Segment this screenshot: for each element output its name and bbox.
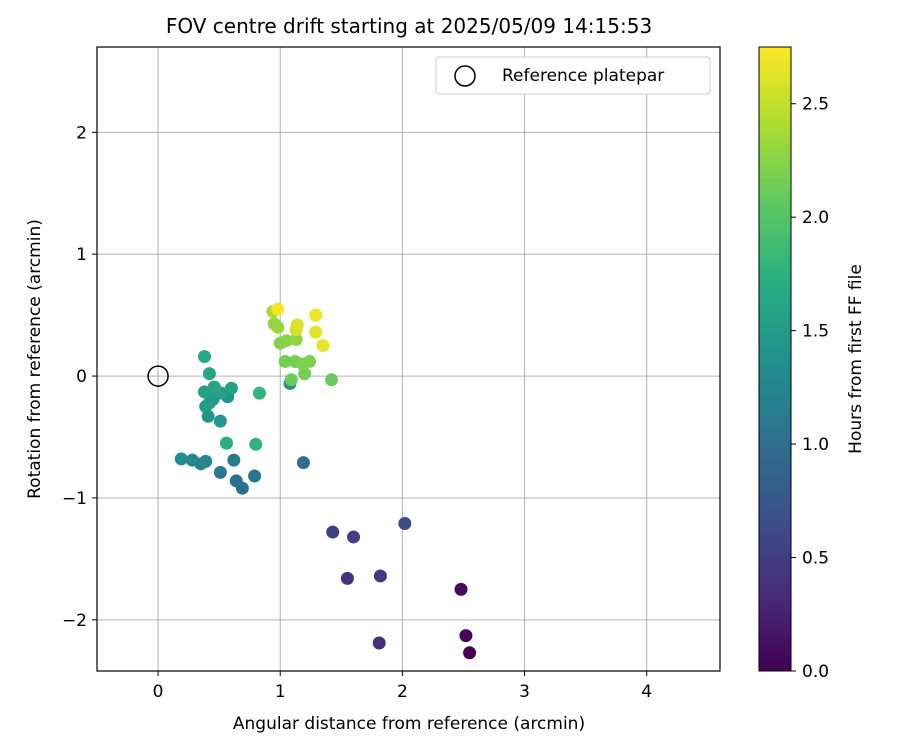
data-point bbox=[202, 396, 216, 410]
data-point bbox=[326, 525, 340, 539]
data-point bbox=[398, 517, 412, 531]
data-point bbox=[289, 333, 303, 346]
data-point bbox=[185, 453, 199, 467]
data-point bbox=[298, 367, 312, 381]
data-point bbox=[207, 380, 221, 394]
data-point bbox=[347, 530, 361, 544]
y-tick-label: −2 bbox=[62, 611, 87, 631]
x-tick-label: 4 bbox=[641, 682, 652, 702]
data-point bbox=[340, 571, 354, 585]
data-point bbox=[199, 454, 213, 468]
x-tick-label: 3 bbox=[519, 682, 530, 702]
y-tick-label: 1 bbox=[76, 245, 87, 265]
data-point bbox=[309, 308, 323, 322]
x-tick-label: 0 bbox=[153, 682, 164, 702]
legend-box bbox=[435, 56, 711, 95]
colorbar-tick-label: 0.0 bbox=[802, 662, 829, 682]
data-point bbox=[309, 325, 323, 339]
chart-title: FOV centre drift starting at 2025/05/09 … bbox=[166, 14, 652, 38]
data-point bbox=[278, 354, 292, 368]
colorbar-label: Hours from first FF file bbox=[846, 264, 866, 454]
colorbar-tick-label: 2.5 bbox=[802, 95, 829, 115]
colorbar bbox=[758, 46, 792, 672]
data-point bbox=[201, 409, 215, 423]
data-point bbox=[454, 582, 468, 596]
data-point bbox=[303, 354, 317, 368]
y-tick-label: 0 bbox=[76, 367, 87, 387]
colorbar-tick-label: 2.0 bbox=[802, 208, 829, 228]
y-axis-label: Rotation from reference (arcmin) bbox=[25, 219, 45, 499]
data-point bbox=[284, 373, 298, 387]
data-point bbox=[459, 629, 473, 643]
data-point bbox=[372, 636, 386, 650]
data-point bbox=[325, 373, 339, 387]
legend: Reference platepar bbox=[435, 56, 711, 95]
legend-marker-open-circle bbox=[454, 65, 476, 87]
y-axis-ticks: −2 −1 0 1 2 bbox=[62, 123, 97, 631]
data-point bbox=[249, 437, 263, 451]
data-point bbox=[248, 469, 262, 483]
data-point bbox=[316, 339, 330, 353]
y-tick-label: 2 bbox=[76, 123, 87, 143]
colorbar-tick-label: 1.5 bbox=[802, 322, 829, 342]
data-point bbox=[224, 381, 238, 395]
data-point bbox=[174, 452, 188, 466]
x-axis-ticks: 0 1 2 3 4 bbox=[153, 671, 652, 702]
data-point bbox=[213, 414, 227, 428]
data-point bbox=[373, 569, 387, 583]
grid-lines bbox=[97, 47, 720, 671]
data-point bbox=[279, 334, 293, 348]
x-axis-label: Angular distance from reference (arcmin) bbox=[233, 714, 585, 734]
data-point bbox=[271, 320, 285, 334]
data-point bbox=[463, 646, 477, 660]
scatter-points bbox=[174, 302, 477, 660]
data-point bbox=[296, 456, 310, 470]
data-point bbox=[252, 386, 266, 400]
colorbar-ticks: 0.0 0.5 1.0 1.5 2.0 2.5 bbox=[791, 95, 829, 682]
data-point bbox=[290, 318, 304, 332]
data-point bbox=[219, 436, 233, 450]
data-point bbox=[202, 367, 216, 381]
data-point bbox=[213, 465, 227, 479]
reference-point-marker bbox=[147, 365, 169, 387]
y-tick-label: −1 bbox=[62, 489, 87, 509]
colorbar-tick-label: 0.5 bbox=[802, 549, 829, 569]
x-tick-label: 2 bbox=[397, 682, 408, 702]
x-tick-label: 1 bbox=[275, 682, 286, 702]
data-point bbox=[197, 385, 211, 399]
plot-frame bbox=[96, 46, 721, 672]
legend-label: Reference platepar bbox=[502, 66, 664, 86]
data-point bbox=[227, 453, 241, 467]
data-point bbox=[197, 350, 211, 364]
data-point bbox=[271, 302, 285, 316]
colorbar-tick-label: 1.0 bbox=[802, 435, 829, 455]
data-point bbox=[229, 474, 243, 488]
